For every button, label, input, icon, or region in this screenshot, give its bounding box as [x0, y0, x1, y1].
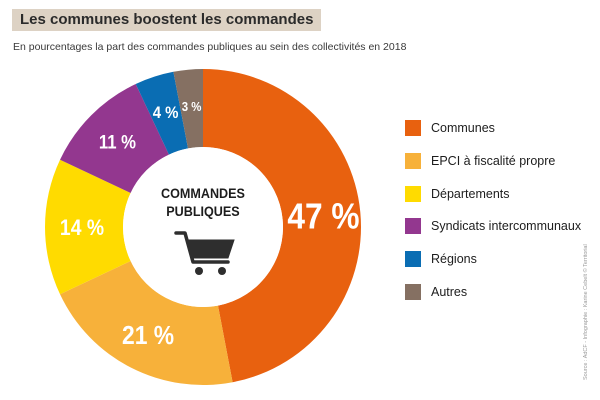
legend-swatch — [405, 218, 421, 235]
slice-syndicats-intercommunaux — [60, 84, 169, 193]
slice-d-partements — [44, 159, 131, 295]
slice-value-label: 21 % — [122, 322, 174, 351]
legend-swatch — [405, 283, 421, 300]
shopping-cart-icon — [174, 231, 235, 275]
legend-swatch — [405, 152, 421, 169]
chart-subtitle: En pourcentages la part des commandes pu… — [13, 41, 407, 53]
center-label-line1: COMMANDES — [161, 185, 245, 201]
slices-layer — [44, 69, 361, 385]
slice-value-label: 14 % — [60, 216, 104, 240]
legend-label: Régions — [431, 252, 477, 267]
legend-label: Communes — [431, 121, 495, 135]
slice-epci-fiscalit-propre — [60, 261, 233, 385]
legend-item: Autres — [405, 283, 581, 300]
legend-item: Syndicats intercommunaux — [405, 218, 582, 235]
slice-labels-layer: 47 % 21 % 14 % 11 % 4 % 3 % — [60, 100, 360, 351]
slice-value-label: 11 % — [99, 131, 136, 152]
legend: Communes EPCI à fiscalité propre Départeme… — [405, 120, 581, 317]
legend-item: Communes — [405, 120, 581, 136]
legend-label: EPCI à fiscalité propre — [431, 153, 556, 168]
legend-item: Régions — [405, 251, 581, 268]
legend-item: EPCI à fiscalité propre — [405, 152, 581, 169]
center-label-line2: PUBLIQUES — [166, 203, 240, 219]
slice-autres — [173, 69, 203, 149]
legend-label: Départements — [431, 186, 510, 201]
slice-value-label: 4 % — [153, 104, 179, 122]
legend-label: Autres — [431, 284, 468, 299]
donut-hole — [123, 147, 283, 307]
legend-swatch — [405, 251, 421, 268]
slice-communes — [203, 69, 361, 383]
slice-value-label: 3 % — [182, 100, 202, 115]
slice-r-gions — [135, 71, 189, 155]
legend-item: Départements — [405, 185, 581, 202]
legend-label: Syndicats intercommunaux — [431, 219, 582, 234]
slice-value-label: 47 % — [287, 197, 359, 237]
legend-swatch — [405, 120, 421, 136]
chart-title: Les communes boostent les commandes — [12, 9, 322, 31]
legend-swatch — [405, 185, 421, 202]
source-credit: Source : AdCF - Infographie : Karine Ceb… — [583, 244, 589, 380]
